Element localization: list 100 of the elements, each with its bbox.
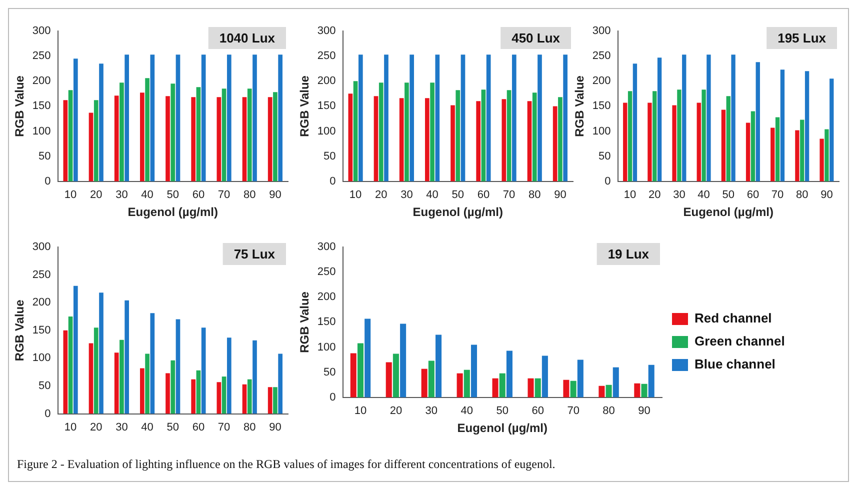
y-tick-label: 50 — [38, 150, 51, 162]
y-axis-title: RGB Value — [298, 75, 312, 137]
bar — [399, 98, 404, 182]
x-tick-label: 30 — [425, 405, 438, 418]
bar — [634, 383, 640, 398]
bar — [364, 318, 371, 398]
bar — [430, 82, 434, 182]
x-tick-label: 70 — [218, 189, 230, 202]
bar — [702, 90, 706, 182]
bar — [486, 54, 491, 182]
bar — [570, 380, 576, 398]
x-tick-label: 90 — [269, 189, 282, 202]
x-tick-label: 80 — [528, 189, 541, 202]
y-axis-title: RGB Value — [12, 299, 27, 362]
x-tick-label: 70 — [771, 189, 784, 202]
bar — [770, 128, 775, 182]
caption: Figure 2 - Evaluation of lighting influence on the RGB values of images for different concentrations of eugenol. — [17, 457, 556, 472]
y-axis-title: RGB Value — [12, 75, 27, 137]
bar — [252, 54, 257, 182]
bar — [357, 343, 364, 398]
chart-title: 19 Lux — [608, 246, 650, 262]
x-tick-label: 90 — [269, 421, 282, 434]
bar — [392, 354, 399, 398]
x-tick-label: 80 — [244, 189, 256, 202]
bar — [222, 376, 226, 414]
bar — [63, 100, 68, 182]
bar — [780, 70, 785, 182]
x-tick-label: 80 — [796, 189, 808, 202]
x-tick-label: 60 — [192, 189, 205, 202]
bar — [696, 102, 701, 182]
x-tick-label: 50 — [722, 189, 734, 202]
bar — [99, 64, 104, 182]
bar — [648, 102, 652, 182]
x-tick-label: 60 — [192, 421, 205, 434]
x-tick-label: 20 — [90, 189, 102, 202]
bar — [191, 379, 196, 414]
bar — [534, 378, 541, 398]
bar — [68, 316, 73, 414]
y-tick-label: 100 — [32, 125, 51, 138]
x-tick-label: 90 — [638, 405, 650, 418]
bar — [623, 102, 628, 182]
bar — [378, 82, 384, 182]
bar — [386, 362, 392, 398]
y-tick-label: 300 — [32, 25, 51, 38]
bar — [166, 96, 170, 182]
bar — [750, 111, 756, 182]
bar — [499, 373, 506, 398]
bar — [421, 368, 428, 398]
y-tick-label: 250 — [317, 266, 336, 278]
bar — [598, 386, 605, 398]
x-tick-label: 20 — [648, 189, 661, 202]
x-tick-label: 30 — [400, 189, 413, 202]
bar — [425, 98, 430, 182]
y-tick-label: 200 — [32, 296, 51, 309]
bar — [563, 54, 568, 182]
bar — [170, 84, 176, 182]
bar — [652, 91, 657, 182]
x-tick-label: 80 — [244, 421, 256, 434]
bar — [216, 97, 222, 182]
bar — [552, 106, 558, 182]
x-tick-label: 40 — [460, 405, 474, 418]
bar — [746, 122, 750, 182]
bar — [140, 92, 144, 182]
bar — [222, 88, 226, 182]
bar — [145, 78, 150, 182]
bar — [450, 105, 455, 182]
bar — [577, 360, 584, 398]
bar — [273, 92, 278, 182]
bar — [247, 88, 252, 182]
x-tick-label: 70 — [502, 189, 516, 202]
chart-title: 195 Lux — [778, 30, 827, 46]
bar — [404, 82, 409, 182]
y-tick-label: 250 — [317, 50, 336, 62]
bar — [456, 373, 463, 398]
y-tick-label: 150 — [592, 100, 611, 112]
bar — [820, 138, 824, 182]
y-axis-title: RGB Value — [298, 291, 312, 353]
bar — [353, 81, 358, 182]
y-tick-label: 200 — [592, 75, 611, 88]
bar — [124, 54, 129, 182]
bar — [114, 352, 119, 414]
bar — [201, 54, 206, 182]
bar — [350, 353, 356, 398]
bar — [247, 379, 252, 414]
y-tick-label: 50 — [38, 380, 51, 392]
bar — [384, 54, 388, 182]
x-axis-title: Eugenol (µg/ml) — [683, 205, 774, 220]
y-tick-label: 200 — [317, 291, 336, 304]
bar — [628, 91, 632, 182]
bar — [278, 354, 282, 414]
x-tick-label: 10 — [64, 189, 77, 202]
bar — [506, 90, 512, 182]
bar — [706, 54, 711, 182]
x-tick-label: 50 — [166, 189, 179, 202]
bar — [606, 384, 612, 398]
bar — [226, 54, 232, 182]
y-tick-label: 250 — [32, 50, 51, 62]
bar — [114, 96, 119, 182]
x-tick-label: 70 — [567, 405, 580, 418]
bar — [481, 90, 486, 182]
